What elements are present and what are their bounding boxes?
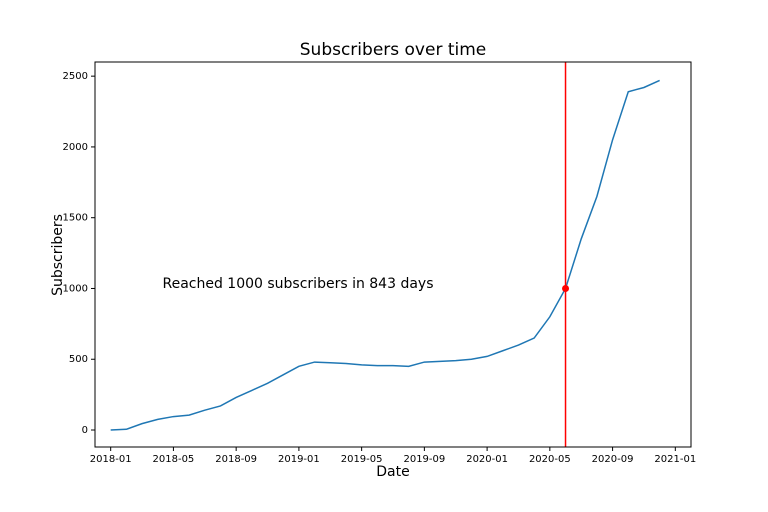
y-tick-label: 1000 bbox=[63, 283, 88, 294]
y-tick-label: 2500 bbox=[63, 71, 88, 82]
x-tick-label: 2019-09 bbox=[403, 454, 445, 465]
y-tick-label: 500 bbox=[69, 354, 88, 365]
x-tick-label: 2021-01 bbox=[654, 454, 696, 465]
plot-frame bbox=[94, 61, 692, 448]
x-tick-label: 2019-01 bbox=[278, 454, 320, 465]
x-tick-label: 2020-01 bbox=[466, 454, 508, 465]
x-tick-label: 2018-01 bbox=[90, 454, 132, 465]
y-tick-label: 1500 bbox=[63, 213, 88, 224]
y-tick-label: 0 bbox=[82, 425, 88, 436]
x-tick-label: 2018-05 bbox=[153, 454, 195, 465]
chart-title: Subscribers over time bbox=[300, 40, 487, 60]
y-tick-label: 2000 bbox=[63, 142, 88, 153]
x-tick-label: 2018-09 bbox=[215, 454, 257, 465]
x-axis-label: Date bbox=[376, 464, 409, 480]
x-tick-label: 2020-09 bbox=[592, 454, 634, 465]
y-axis-label: Subscribers bbox=[50, 214, 66, 296]
milestone-marker bbox=[562, 284, 570, 292]
data-line bbox=[110, 79, 660, 431]
x-tick-label: 2019-05 bbox=[341, 454, 383, 465]
annotation: Reached 1000 subscribers in 843 days bbox=[162, 276, 433, 292]
x-tick-label: 2020-05 bbox=[529, 454, 571, 465]
